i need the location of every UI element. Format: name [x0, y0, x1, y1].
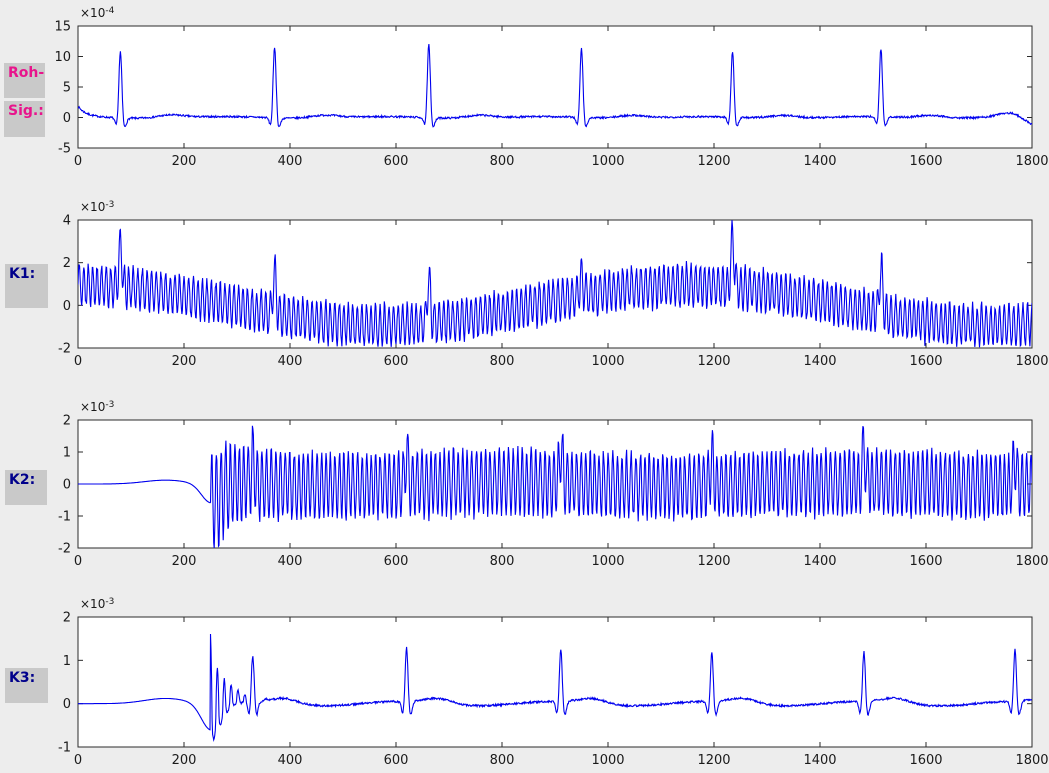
y-tick-label: -1	[58, 510, 71, 525]
exponent-mantissa: ×10	[80, 597, 106, 611]
x-tick-label: 200	[172, 753, 197, 768]
x-tick-label: 1200	[697, 354, 730, 369]
x-tick-label: 0	[74, 753, 82, 768]
x-tick-label: 200	[172, 554, 197, 569]
x-tick-label: 1600	[909, 554, 942, 569]
x-tick-label: 200	[172, 154, 197, 169]
y-tick-label: 1	[63, 654, 71, 669]
x-tick-label: 0	[74, 554, 82, 569]
y-tick-label: -1	[58, 741, 71, 756]
x-tick-label: 1800	[1015, 154, 1048, 169]
row-label-k2-text: K2:	[9, 472, 36, 488]
y-tick-label: 4	[63, 214, 71, 229]
y-tick-label: 1	[63, 446, 71, 461]
x-tick-label: 1200	[697, 554, 730, 569]
y-tick-label: -2	[58, 342, 71, 357]
x-tick-label: 1400	[803, 753, 836, 768]
x-tick-label: 0	[74, 354, 82, 369]
row-label-k2: K2:	[5, 470, 47, 505]
x-tick-label: 800	[490, 753, 515, 768]
row-label-sig: Sig.:	[4, 101, 45, 137]
x-tick-label: 600	[384, 154, 409, 169]
x-tick-label: 800	[490, 154, 515, 169]
axes-frame-k3	[77, 616, 1033, 748]
exponent-power: -3	[105, 200, 115, 210]
y-tick-label: 0	[63, 299, 71, 314]
exponent-mantissa: ×10	[80, 6, 106, 20]
x-tick-label: 400	[278, 554, 303, 569]
row-label-k3: K3:	[5, 668, 48, 703]
x-tick-label: 1200	[697, 753, 730, 768]
x-tick-label: 400	[278, 354, 303, 369]
signal-line-k3	[78, 633, 1032, 743]
y-tick-label: 0	[63, 111, 71, 126]
x-tick-label: 1600	[909, 753, 942, 768]
y-tick-label: -5	[58, 142, 71, 157]
signal-line-roh-sig	[78, 44, 1032, 128]
y-tick-label: -2	[58, 542, 71, 557]
y-axis-exponent-rohsig: ×10-4	[80, 6, 114, 20]
row-label-k3-text: K3:	[9, 670, 36, 686]
x-tick-label: 600	[384, 554, 409, 569]
exponent-power: -4	[105, 6, 115, 16]
x-tick-label: 1600	[909, 154, 942, 169]
axes-frame-roh-sig	[77, 25, 1033, 149]
x-tick-label: 1800	[1015, 753, 1048, 768]
y-axis-exponent-k3: ×10-3	[80, 597, 114, 611]
y-tick-label: 0	[63, 697, 71, 712]
exponent-power: -3	[105, 400, 115, 410]
x-tick-label: 800	[490, 554, 515, 569]
y-tick-label: 2	[63, 414, 71, 429]
x-tick-label: 800	[490, 354, 515, 369]
x-tick-label: 1600	[909, 354, 942, 369]
x-tick-label: 1000	[591, 354, 624, 369]
row-label-k1-text: K1:	[9, 266, 36, 282]
x-tick-label: 1000	[591, 554, 624, 569]
exponent-power: -3	[105, 597, 115, 607]
x-tick-label: 1400	[803, 554, 836, 569]
y-tick-label: 0	[63, 478, 71, 493]
row-label-k1: K1:	[5, 264, 48, 308]
signal-line-k1	[78, 220, 1032, 348]
x-tick-label: 600	[384, 753, 409, 768]
x-tick-label: 1800	[1015, 554, 1048, 569]
row-label-sig-text: Sig.:	[8, 103, 44, 119]
x-tick-label: 1200	[697, 154, 730, 169]
y-axis-exponent-k1: ×10-3	[80, 200, 114, 214]
signal-line-k2	[78, 425, 1032, 548]
x-tick-label: 0	[74, 154, 82, 169]
x-tick-label: 1800	[1015, 354, 1048, 369]
x-tick-label: 1400	[803, 154, 836, 169]
x-tick-label: 400	[278, 753, 303, 768]
row-label-roh-text: Roh-	[8, 65, 45, 81]
y-tick-label: 2	[63, 256, 71, 271]
x-tick-label: 1400	[803, 354, 836, 369]
y-axis-exponent-k2: ×10-3	[80, 400, 114, 414]
exponent-mantissa: ×10	[80, 200, 106, 214]
x-tick-label: 200	[172, 354, 197, 369]
x-tick-label: 400	[278, 154, 303, 169]
x-tick-label: 1000	[591, 753, 624, 768]
exponent-mantissa: ×10	[80, 400, 106, 414]
row-label-roh: Roh-	[4, 63, 45, 98]
axes-frame-k1	[77, 219, 1033, 349]
x-tick-label: 1000	[591, 154, 624, 169]
y-tick-label: 10	[54, 50, 71, 65]
y-tick-label: 15	[54, 20, 71, 35]
x-tick-label: 600	[384, 354, 409, 369]
y-tick-label: 2	[63, 611, 71, 626]
y-tick-label: 5	[63, 81, 71, 96]
